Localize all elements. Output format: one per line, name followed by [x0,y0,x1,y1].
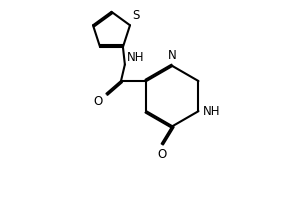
Text: O: O [94,95,103,108]
Text: S: S [132,9,139,22]
Text: N: N [168,49,177,62]
Text: NH: NH [203,105,220,118]
Text: O: O [157,148,166,161]
Text: NH: NH [127,51,144,64]
